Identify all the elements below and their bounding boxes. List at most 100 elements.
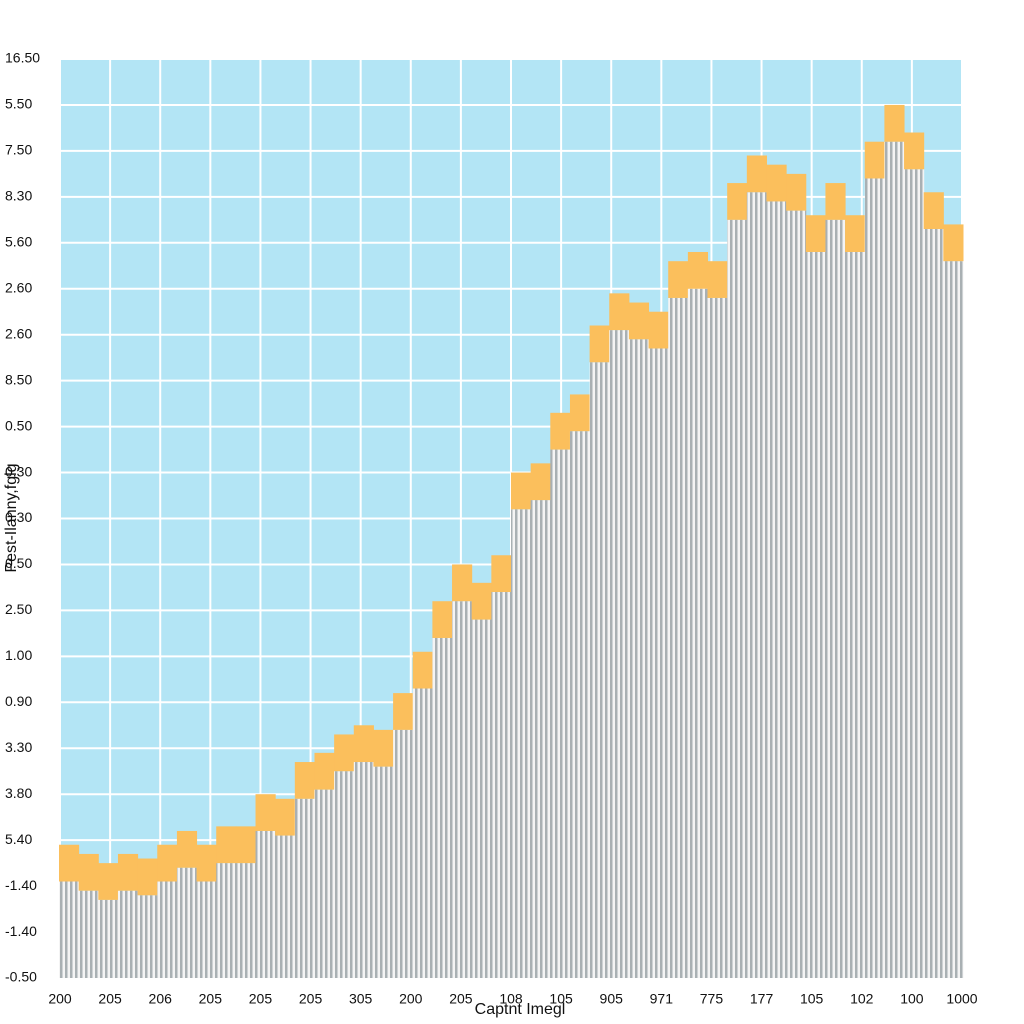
bar: [943, 224, 964, 262]
y-tick-label: 2.60: [5, 279, 32, 295]
bar: [609, 293, 630, 331]
y-tick-label: 5.60: [5, 234, 32, 250]
bar: [412, 651, 433, 689]
x-tick-label: 905: [600, 991, 624, 1007]
x-tick-label: 205: [299, 991, 323, 1007]
bar: [471, 619, 492, 978]
y-tick-label: 5.40: [5, 831, 32, 847]
bar: [550, 449, 571, 978]
x-tick-label: 108: [499, 991, 523, 1007]
bar: [98, 899, 119, 978]
bar: [157, 844, 178, 882]
y-tick-label: 2.50: [5, 601, 32, 617]
bar: [589, 325, 610, 363]
bar: [569, 394, 591, 432]
bar: [314, 752, 335, 790]
bar: [530, 463, 551, 501]
bar: [864, 178, 885, 979]
bar: [884, 104, 905, 142]
x-tick-label: 1000: [946, 991, 977, 1007]
bar: [707, 261, 728, 298]
x-tick-label: 105: [800, 991, 824, 1007]
bar: [353, 762, 374, 978]
y-tick-label: 3.30: [5, 739, 32, 755]
bar: [353, 725, 374, 763]
bar: [275, 798, 296, 836]
bar: [904, 169, 925, 978]
bar: [432, 601, 453, 638]
bar: [471, 582, 492, 620]
bar: [569, 431, 591, 978]
bar: [235, 826, 257, 864]
bar: [628, 302, 650, 340]
bar: [609, 330, 630, 979]
y-tick-label: 7.50: [5, 142, 32, 158]
bar: [766, 201, 787, 978]
bar: [923, 229, 944, 978]
bar: [687, 288, 709, 978]
y-tick-label: 16.50: [5, 50, 40, 66]
bar: [452, 564, 473, 602]
bar: [432, 637, 453, 978]
y-tick-label: 0.30: [5, 509, 32, 525]
bar: [137, 895, 158, 978]
y-tick-label: 3.80: [5, 785, 32, 801]
bar: [235, 863, 257, 978]
y-axis-label: Pest-Ilanny,fglg: [3, 463, 20, 572]
bar: [727, 219, 748, 978]
bar: [648, 348, 669, 978]
x-tick-label: 205: [249, 991, 273, 1007]
bar: [216, 863, 237, 978]
bar: [117, 890, 139, 978]
bar: [255, 830, 276, 978]
y-tick-label: 1.00: [5, 647, 32, 663]
bar: [786, 173, 807, 211]
bar: [216, 826, 237, 864]
bar: [923, 192, 944, 230]
y-tick-label: 8.50: [5, 371, 32, 387]
bar: [294, 762, 315, 799]
y-tick-label: 5.50: [5, 96, 32, 112]
bar: [78, 853, 99, 891]
bar: [373, 766, 394, 978]
bar: [628, 339, 650, 978]
y-tick-label: -1.40: [5, 877, 37, 893]
x-tick-label: 205: [98, 991, 122, 1007]
y-tick-label: 2.60: [5, 325, 32, 341]
bar: [845, 215, 866, 252]
bar: [687, 251, 709, 289]
bar: [668, 297, 689, 978]
bar: [334, 771, 355, 978]
x-axis-label: Captnt Imegl: [475, 1001, 566, 1018]
bar: [137, 858, 158, 896]
x-tick-label: 775: [700, 991, 724, 1007]
bar: [294, 798, 315, 978]
bar: [530, 500, 551, 978]
x-tick-label: 105: [549, 991, 573, 1007]
bar: [746, 155, 767, 193]
x-tick-label: 100: [900, 991, 924, 1007]
y-tick-label: 0.50: [5, 555, 32, 571]
bar: [511, 509, 532, 978]
bar: [648, 311, 669, 349]
bar: [196, 844, 217, 882]
bar: [786, 210, 807, 978]
x-tick-label: 200: [399, 991, 423, 1007]
bar: [275, 835, 296, 978]
bar: [943, 261, 964, 978]
y-tick-label: 0.90: [5, 693, 32, 709]
x-tick-label: 205: [199, 991, 223, 1007]
x-tick-label: 971: [650, 991, 674, 1007]
bar: [59, 881, 80, 978]
x-tick-label: 305: [349, 991, 373, 1007]
bar: [373, 729, 394, 767]
bar: [452, 601, 473, 978]
x-tick-label: 102: [850, 991, 874, 1007]
bar: [904, 132, 925, 170]
bar: [78, 890, 99, 978]
bar: [98, 863, 119, 900]
bar: [589, 362, 610, 978]
bar: [334, 734, 355, 772]
x-tick-label: 200: [48, 991, 72, 1007]
